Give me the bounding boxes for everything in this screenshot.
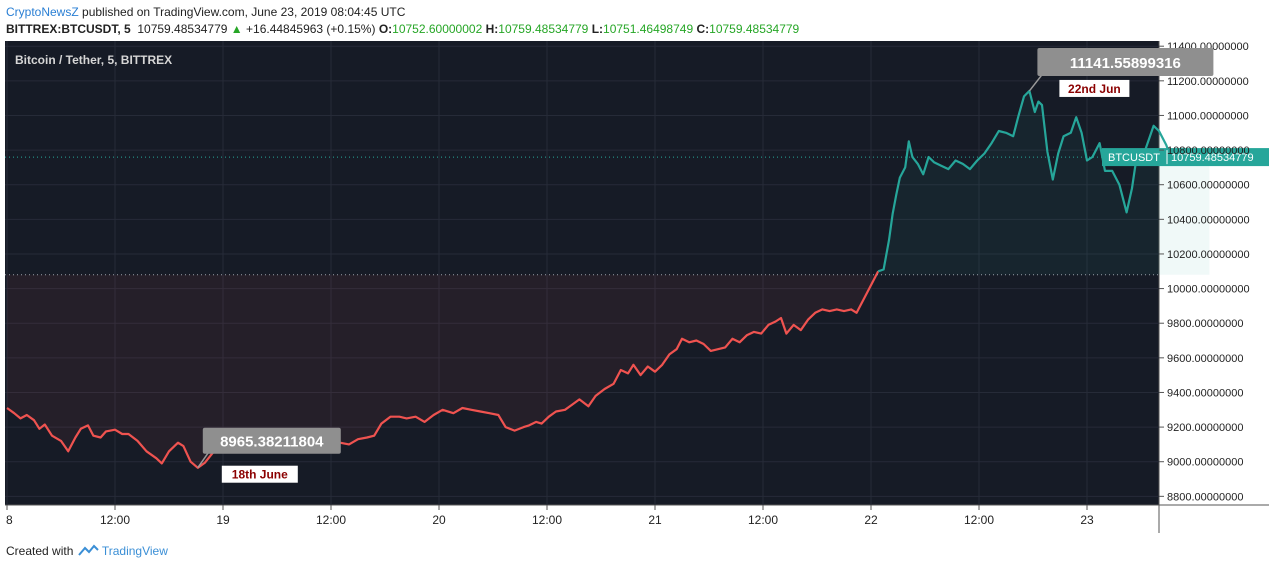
price-chart[interactable]: BTCUSDT 10759.48534779 8800.00000000 9000.… bbox=[5, 41, 1269, 533]
open-value: 10752.60000002 bbox=[392, 22, 483, 36]
current-price-value: 10759.48534779 bbox=[1171, 152, 1254, 164]
price-axis[interactable] bbox=[1159, 41, 1269, 505]
time-tick-label: 12:00 bbox=[100, 513, 130, 527]
time-tick-label: 12:00 bbox=[532, 513, 562, 527]
created-with-text: Created with bbox=[6, 544, 74, 558]
annotation-date: 22nd Jun bbox=[1068, 82, 1121, 96]
symbol-label: BITTREX:BTCUSDT, 5 bbox=[6, 22, 131, 36]
price-line bbox=[6, 89, 1210, 469]
low-label: L: bbox=[591, 22, 604, 36]
annotation-date-box bbox=[221, 465, 298, 483]
price-tick-label: 11200.00000000 bbox=[1167, 76, 1249, 88]
time-tick-label: 22 bbox=[864, 513, 878, 527]
low-value: 10751.46498749 bbox=[603, 22, 694, 36]
plot-background bbox=[5, 41, 1159, 505]
price-tick-label: 9600.00000000 bbox=[1167, 353, 1243, 365]
series-line-up bbox=[877, 89, 1210, 273]
price-tick-label: 10200.00000000 bbox=[1167, 249, 1250, 261]
open-label: O: bbox=[378, 22, 393, 36]
time-tick-label: 19 bbox=[216, 513, 230, 527]
price-tick-label: 10400.00000000 bbox=[1167, 214, 1250, 226]
tradingview-cloud-icon bbox=[77, 544, 99, 556]
annotation-value: 8965.38211804 bbox=[220, 434, 324, 451]
annotation-box bbox=[1037, 47, 1214, 76]
current-price-badge bbox=[1102, 148, 1269, 167]
time-tick-label: 23 bbox=[1080, 513, 1094, 527]
annotation-date: 18th June bbox=[232, 468, 288, 482]
price-change: +16.44845963 (+0.15%) bbox=[246, 22, 376, 36]
area-fill-down bbox=[7, 271, 879, 468]
annotation-box bbox=[202, 427, 341, 454]
area-fill bbox=[7, 90, 1210, 468]
time-tick-label: 20 bbox=[432, 513, 446, 527]
up-arrow-icon: ▲ bbox=[230, 22, 243, 36]
price-tick-label: 9800.00000000 bbox=[1167, 318, 1243, 330]
footer: Created with TradingView bbox=[6, 544, 168, 558]
time-tick-label: 12:00 bbox=[748, 513, 778, 527]
reference-lines: BTCUSDT 10759.48534779 bbox=[5, 148, 1269, 276]
price-tick-label: 10600.00000000 bbox=[1167, 180, 1250, 192]
price-ticks: 8800.00000000 9000.00000000 9200.00000000 9… bbox=[1159, 41, 1250, 503]
time-tick-label: 21 bbox=[648, 513, 662, 527]
price-tick-label: 9200.00000000 bbox=[1167, 422, 1243, 434]
ohlc-bar: BITTREX:BTCUSDT, 5 10759.48534779 ▲ +16.… bbox=[6, 22, 799, 36]
price-tick-label: 10800.00000000 bbox=[1167, 145, 1250, 157]
high-label: H: bbox=[485, 22, 499, 36]
area-fill-up bbox=[878, 90, 1210, 275]
price-tick-label: 10000.00000000 bbox=[1167, 284, 1250, 296]
close-label: C: bbox=[696, 22, 710, 36]
price-tick-label: 8800.00000000 bbox=[1167, 491, 1243, 503]
time-tick-label: 12:00 bbox=[964, 513, 994, 527]
publish-info: CryptoNewsZ published on TradingView.com… bbox=[6, 5, 405, 19]
series-line-down bbox=[6, 270, 880, 469]
time-tick-label: 12:00 bbox=[316, 513, 346, 527]
publisher-link[interactable]: CryptoNewsZ bbox=[6, 5, 79, 19]
price-tick-label: 11000.00000000 bbox=[1167, 110, 1249, 122]
last-price: 10759.48534779 bbox=[137, 22, 228, 36]
current-price-symbol: BTCUSDT bbox=[1108, 152, 1160, 164]
price-tick-label: 9000.00000000 bbox=[1167, 457, 1243, 469]
chart-title: Bitcoin / Tether, 5, BITTREX bbox=[15, 53, 172, 67]
grid bbox=[5, 41, 1159, 505]
price-tick-label: 9400.00000000 bbox=[1167, 387, 1243, 399]
annotation-date-box bbox=[1059, 79, 1130, 97]
close-value: 10759.48534779 bbox=[709, 22, 800, 36]
chart-svg: BTCUSDT 10759.48534779 8800.00000000 9000.… bbox=[5, 41, 1269, 533]
tradingview-link[interactable]: TradingView bbox=[101, 544, 168, 558]
time-tick-label: 8 bbox=[6, 513, 13, 527]
high-value: 10759.48534779 bbox=[498, 22, 589, 36]
time-axis[interactable] bbox=[5, 505, 1159, 533]
published-text: published on TradingView.com, June 23, 2… bbox=[82, 5, 406, 19]
annotations: 8965.38211804 18th June 11141.55899316 22nd… bbox=[197, 47, 1214, 483]
time-ticks: 8 12:00 19 12:00 20 12:00 21 12:00 22 12:00 23 bbox=[6, 505, 1094, 527]
annotation-value: 11141.55899316 bbox=[1070, 55, 1181, 72]
